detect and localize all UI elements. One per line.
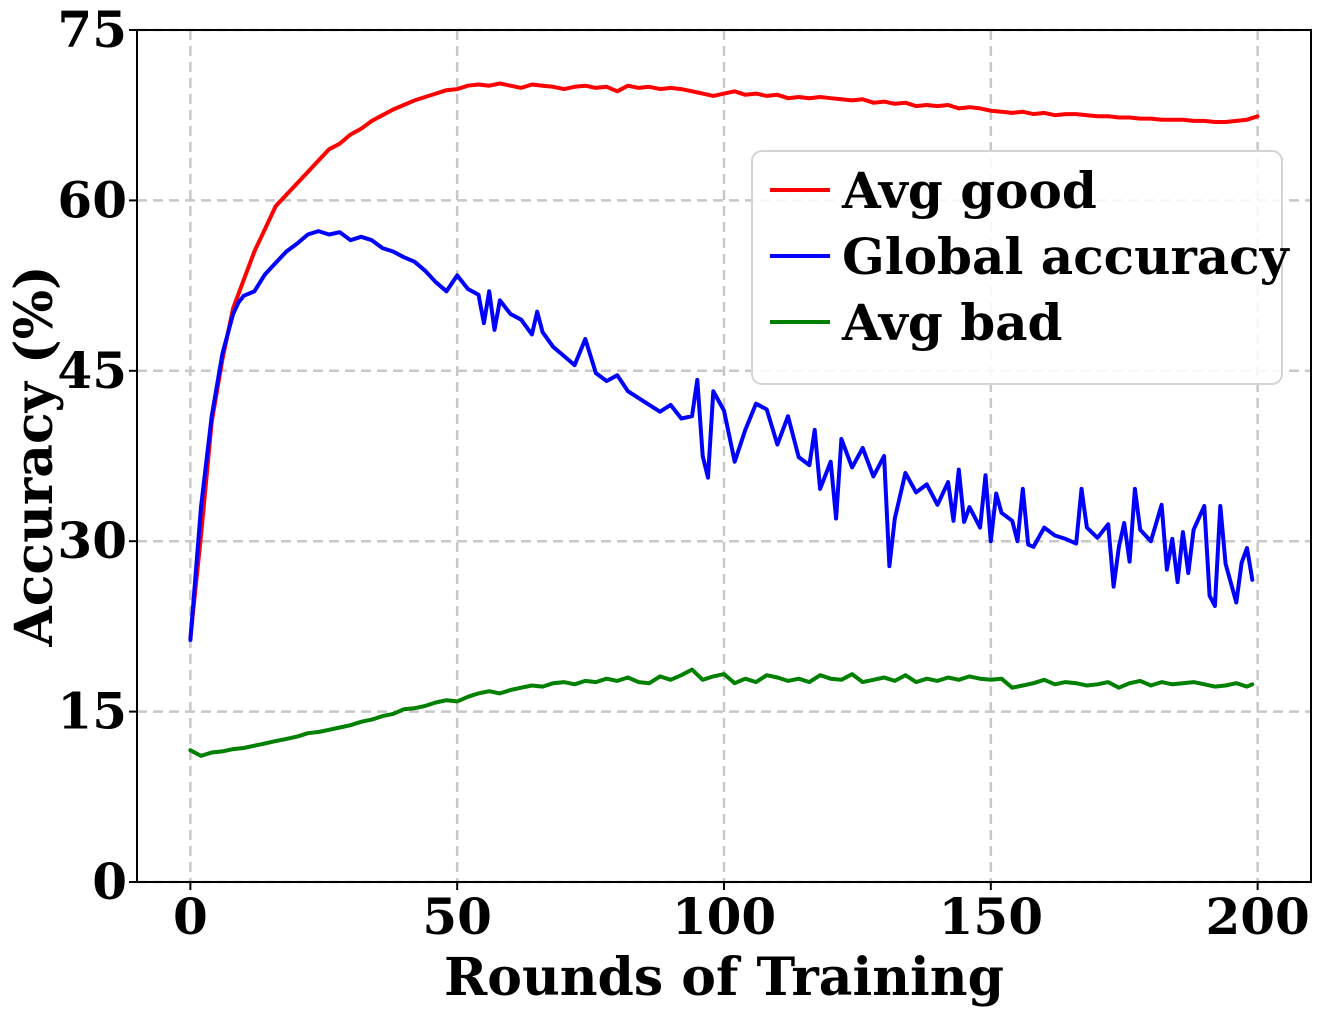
- legend-label: Avg bad: [841, 293, 1063, 352]
- series-line-avg-bad: [188, 667, 1255, 758]
- x-tick-label: 100: [672, 887, 776, 946]
- y-tick-label: 45: [57, 341, 127, 400]
- legend-label: Global accuracy: [842, 227, 1291, 286]
- y-tick-label: 0: [92, 852, 127, 911]
- series-line-global-accuracy: [188, 229, 1255, 642]
- legend-box: [751, 150, 1283, 385]
- y-tick-label: 75: [57, 0, 127, 59]
- y-tick-label: 15: [57, 682, 127, 741]
- y-tick-label: 60: [57, 170, 127, 229]
- x-tick-label: 200: [1205, 887, 1309, 946]
- legend: Avg good Global accuracy Avg bad: [751, 150, 1291, 385]
- series-line-avg-good: [188, 81, 1260, 640]
- legend-label: Avg good: [841, 161, 1097, 220]
- x-tick-label: 0: [173, 887, 208, 946]
- y-tick-label: 30: [57, 511, 127, 570]
- series-lines: [188, 81, 1260, 758]
- axis-ticks: 0 50 100 150 200 0 15 30 45 60 75: [57, 0, 1309, 946]
- x-tick-label: 150: [939, 887, 1043, 946]
- x-tick-label: 50: [422, 887, 492, 946]
- y-axis-title: Accuracy (%): [4, 265, 65, 647]
- x-axis-title: Rounds of Training: [444, 947, 1004, 1008]
